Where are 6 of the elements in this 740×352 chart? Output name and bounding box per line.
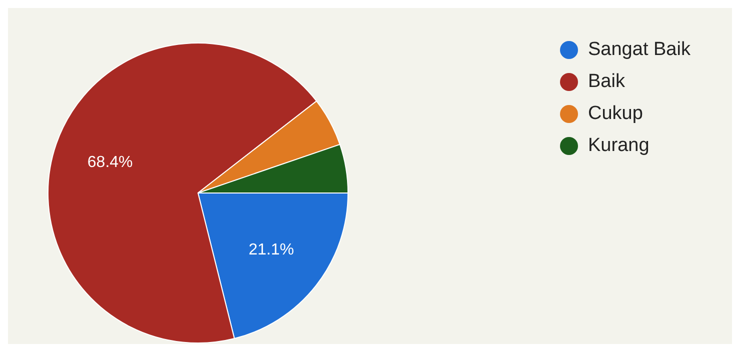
legend-label: Cukup bbox=[588, 103, 643, 125]
legend-label: Sangat Baik bbox=[588, 39, 690, 61]
data-label: 21.1% bbox=[248, 242, 294, 259]
data-label: 68.4% bbox=[87, 154, 133, 172]
legend-label: Kurang bbox=[588, 135, 650, 157]
legend-label: Baik bbox=[588, 71, 625, 93]
